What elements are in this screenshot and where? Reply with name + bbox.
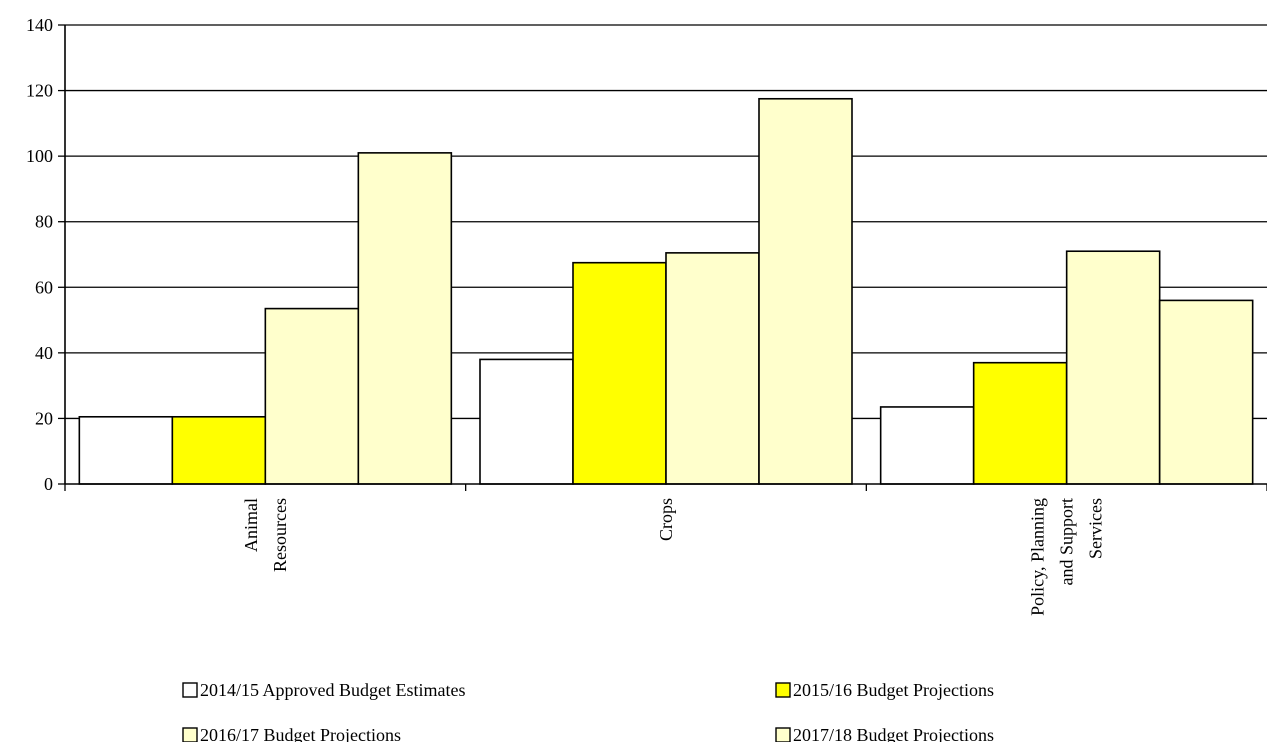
bars [78,97,1254,485]
category-label: Policy, Planning [1028,498,1048,616]
legend-label: 2017/18 Budget Projections [793,725,994,742]
bar [1065,250,1161,485]
bar [572,261,667,485]
y-tick-label: 80 [35,212,53,232]
legend-swatch [775,727,791,742]
y-tick-label: 40 [35,343,53,363]
bar [665,252,760,485]
y-tick-label: 0 [44,474,53,494]
y-tick-label: 20 [35,408,53,428]
bar [357,152,453,485]
category-label: Resources [270,498,290,572]
category-label: Crops [656,498,676,541]
bar [972,361,1068,485]
category-label: and Support [1057,498,1077,586]
legend-label: 2014/15 Approved Budget Estimates [200,680,465,700]
bar [479,358,574,485]
bar [171,415,267,485]
y-tick-label: 100 [26,146,53,166]
bar [264,307,360,485]
y-tick-label: 120 [26,81,53,101]
category-label: Animal [241,498,261,552]
legend-swatch [775,682,791,698]
bar [758,97,853,485]
legend-swatch [182,727,198,742]
legend: 2014/15 Approved Budget Estimates 2015/16… [182,680,994,742]
bar [879,406,975,485]
legend-label: 2015/16 Budget Projections [793,680,994,700]
y-tick-label: 60 [35,277,53,297]
legend-swatch [182,682,198,698]
category-label: Services [1086,498,1106,559]
legend-label: 2016/17 Budget Projections [200,725,401,742]
axes [58,24,1267,491]
bar [1158,299,1254,485]
y-tick-labels: 0 20 40 60 80 100 120 140 [26,15,53,494]
category-labels: Animal Resources Crops Policy, Planning and … [241,498,1106,616]
y-tick-label: 140 [26,15,53,35]
bar [78,415,174,485]
